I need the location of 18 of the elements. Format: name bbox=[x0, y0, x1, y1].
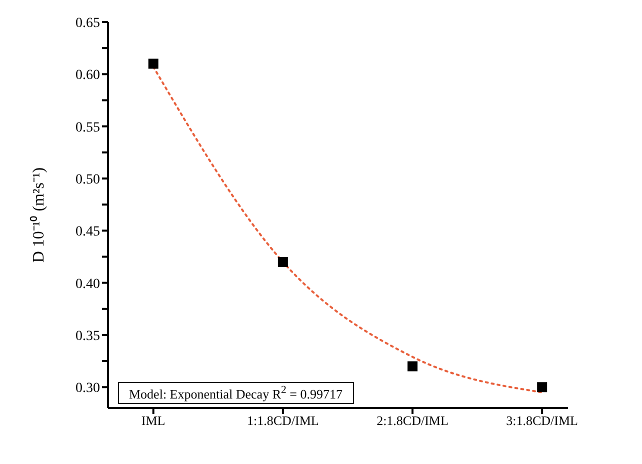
y-tick-label: 0.65 bbox=[76, 16, 100, 31]
x-tick-label: 2:1.8CD/IML bbox=[376, 413, 448, 428]
y-tick-label: 0.45 bbox=[76, 224, 100, 240]
y-tick-label: 0.35 bbox=[76, 328, 100, 344]
y-tick-label: 0.55 bbox=[76, 120, 100, 136]
point bbox=[537, 382, 548, 392]
annotation: Model: Exponential Decay R$^{2}$ = 0.99717 bbox=[118, 382, 354, 404]
y-tick-label: 0.30 bbox=[76, 381, 100, 396]
y-tick-label: 0.40 bbox=[76, 276, 100, 292]
y-tick-label: 0.60 bbox=[76, 68, 100, 84]
x-tick-label: IML bbox=[141, 413, 166, 428]
x-tick-label: 3:1.8CD/IML bbox=[506, 413, 578, 428]
x-tick-label: 1:1.8CD/IML bbox=[246, 413, 319, 428]
point bbox=[408, 361, 418, 372]
y-axis-title: D 10⁻¹⁰ (m²s⁻¹) bbox=[30, 167, 48, 263]
y-tick-label: 0.50 bbox=[76, 172, 100, 188]
point bbox=[278, 256, 288, 267]
point bbox=[148, 58, 158, 69]
